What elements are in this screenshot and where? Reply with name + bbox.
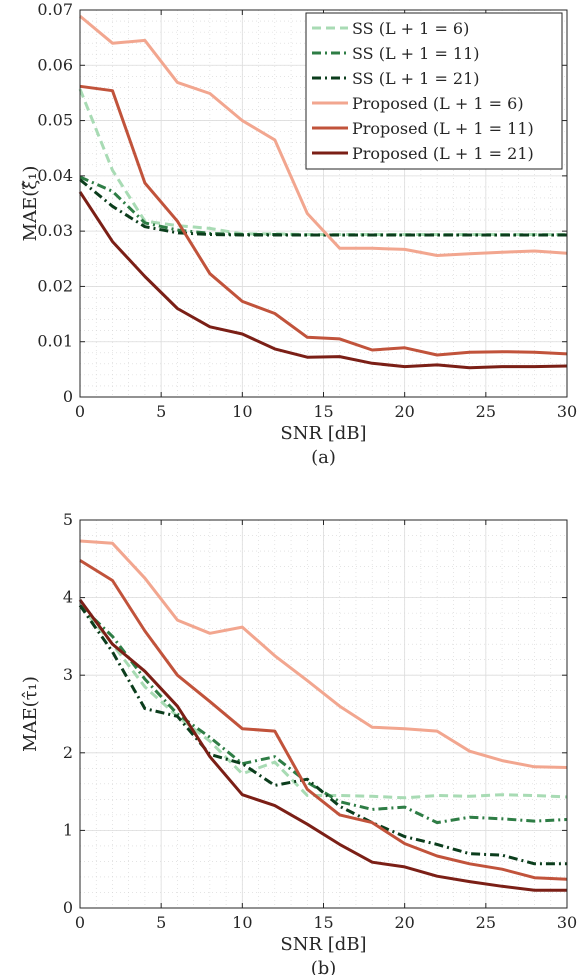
series-line-proposed-l-1-21 <box>78 191 568 370</box>
series-line-ss-l-1-11 <box>78 604 568 825</box>
x-tick-label: 5 <box>156 402 166 421</box>
legend-label-proposed-l-1-11: Proposed (L + 1 = 11) <box>352 119 534 138</box>
y-tick-label: 0.01 <box>37 332 73 351</box>
series-line-proposed-l-1-11 <box>79 559 568 881</box>
legend-label-proposed-l-1-6: Proposed (L + 1 = 6) <box>352 94 524 113</box>
x-tick-label: 0 <box>75 913 85 932</box>
series-line-proposed-l-1-21 <box>78 599 567 892</box>
y-tick-label: 3 <box>63 665 73 684</box>
chart-panel-b: 0 5 10 15 20 25 30 0 1 2 3 4 5 SNR [dB] MAE(τ̂₁) (b) <box>20 510 577 975</box>
x-axis-label: SNR [dB] <box>280 423 366 444</box>
y-tick-label: 0 <box>63 387 73 406</box>
y-tick-label: 4 <box>63 588 73 607</box>
y-axis-label: MAE(τ̂₁) <box>20 676 41 752</box>
series-line-proposed-l-1-6 <box>79 539 568 769</box>
x-axis-label: SNR [dB] <box>280 934 366 955</box>
x-tick-label: 30 <box>557 913 577 932</box>
x-tick-label: 5 <box>156 913 166 932</box>
x-tick-label: 15 <box>313 913 333 932</box>
series-line-proposed-l-1-6 <box>79 14 568 257</box>
x-tick-label: 30 <box>557 402 577 421</box>
series-group <box>78 539 568 892</box>
y-tick-label: 0.02 <box>37 276 73 295</box>
legend-label-ss-l-1-21: SS (L + 1 = 21) <box>352 69 480 88</box>
legend-label-ss-l-1-6: SS (L + 1 = 6) <box>352 19 469 38</box>
series-line-proposed-l-1-11 <box>79 84 568 357</box>
y-tick-label: 0.03 <box>37 221 73 240</box>
legend-label-proposed-l-1-21: Proposed (L + 1 = 21) <box>352 144 534 163</box>
chart-panel-a: 0 5 10 15 20 25 30 0 0.01 0.02 0.03 0.04 0.05 0.06 0.0… <box>20 0 577 468</box>
series-line-ss-l-1-21 <box>78 604 567 866</box>
figure-caption: (b) <box>311 958 337 975</box>
legend: SS (L + 1 = 6) SS (L + 1 = 11) SS (L + 1 =… <box>305 12 563 170</box>
y-tick-label: 0.06 <box>37 55 73 74</box>
legend-label-ss-l-1-11: SS (L + 1 = 11) <box>352 44 480 63</box>
y-tick-label: 0.07 <box>37 0 73 19</box>
x-tick-label: 25 <box>476 913 496 932</box>
y-axis-label: MAE(ξ̂₁) <box>20 166 41 242</box>
y-tick-label: 5 <box>63 510 73 529</box>
x-tick-label: 10 <box>232 402 252 421</box>
x-tick-label: 0 <box>75 402 85 421</box>
major-grid <box>79 519 568 909</box>
legend-box <box>305 12 563 170</box>
y-tick-label: 0.04 <box>37 166 73 185</box>
series-line-ss-l-1-21 <box>79 178 567 237</box>
y-tick-label: 2 <box>63 743 73 762</box>
y-tick-label: 1 <box>63 820 73 839</box>
figure-caption: (a) <box>311 447 336 468</box>
x-tick-label: 15 <box>313 402 333 421</box>
x-tick-label: 10 <box>232 913 252 932</box>
series-line-ss-l-1-6 <box>78 604 568 800</box>
y-tick-label: 0 <box>63 898 73 917</box>
series-group <box>78 14 568 370</box>
x-tick-label: 20 <box>394 402 414 421</box>
y-tick-label: 0.05 <box>37 111 73 130</box>
x-tick-label: 20 <box>394 913 414 932</box>
x-tick-label: 25 <box>476 402 496 421</box>
